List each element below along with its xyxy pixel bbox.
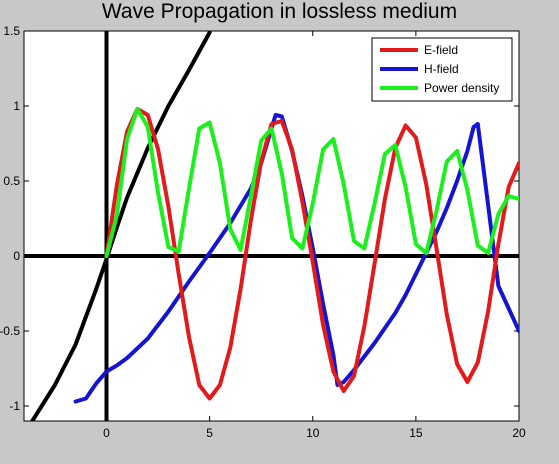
y-tick-label: 0 <box>13 249 20 263</box>
x-tick-label: 5 <box>206 426 213 440</box>
y-tick-label: 0.5 <box>3 174 20 188</box>
ticks-layer: 0 5 10 15 20 -1 -0.5 0 0.5 1 1.5 <box>0 24 526 440</box>
x-tick-label: 20 <box>512 426 526 440</box>
chart-title: Wave Propagation in lossless medium <box>101 0 458 23</box>
x-tick-label: 10 <box>306 426 320 440</box>
y-tick-label: -1 <box>9 399 20 413</box>
series-line-h-field <box>73 113 519 404</box>
x-tick-label: 0 <box>103 426 110 440</box>
y-tick-label: 1.5 <box>3 24 20 38</box>
legend: E-field H-field Power density <box>371 37 513 102</box>
series-line-power-density <box>104 107 519 258</box>
x-tick-label: 15 <box>409 426 423 440</box>
y-tick-label: 1 <box>13 99 20 113</box>
y-tick-label: -0.5 <box>0 324 20 338</box>
series-layer <box>30 31 519 421</box>
legend-label: E-field <box>424 43 458 57</box>
legend-label: H-field <box>424 62 459 76</box>
series-line-unnamed <box>30 31 212 421</box>
legend-label: Power density <box>424 81 499 95</box>
